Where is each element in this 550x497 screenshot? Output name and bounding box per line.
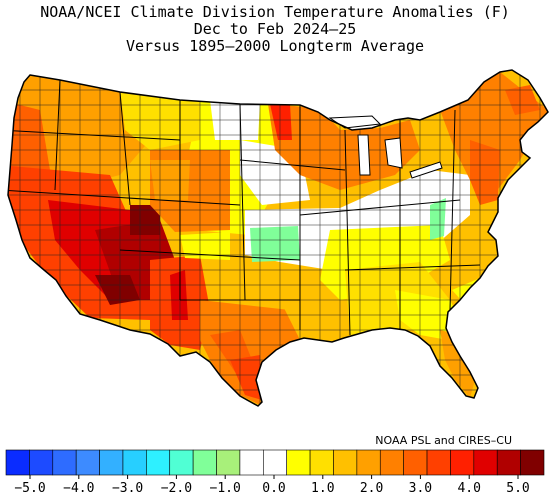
colorbar-swatch xyxy=(426,449,451,476)
arizona-hottest-region xyxy=(95,275,140,305)
colorbar-swatch xyxy=(216,449,241,476)
colorbar xyxy=(5,449,545,479)
colorbar-swatch xyxy=(169,449,194,476)
colorbar-tick-label: 5.0 xyxy=(506,481,530,496)
lake-michigan xyxy=(357,134,371,176)
colorbar-swatch xyxy=(263,449,287,476)
state-boundaries xyxy=(8,79,481,336)
colorbar-tick-label: −2.0 xyxy=(160,481,193,496)
colorbar-tick-label: −3.0 xyxy=(111,481,144,496)
colorbar-swatch xyxy=(333,449,358,476)
east-texas-region xyxy=(280,295,340,340)
colorbar-tick-label: 2.0 xyxy=(359,481,384,496)
kansas-cool-region xyxy=(250,226,300,262)
colorbar-swatch xyxy=(356,449,381,476)
colorbar-tick-label: −5.0 xyxy=(14,481,46,496)
colorbar-tick-label: −4.0 xyxy=(63,481,95,496)
colorbar-swatch xyxy=(450,449,475,476)
map-title-block: NOAA/NCEI Climate Division Temperature A… xyxy=(0,4,550,55)
four-corners-hottest-region xyxy=(130,205,160,235)
colorbar-swatch xyxy=(99,449,124,476)
colorbar-tick-label: 0.0 xyxy=(262,481,286,496)
colorbar-tick-label: 3.0 xyxy=(408,481,433,496)
new-mexico-hot-strip xyxy=(170,270,188,320)
south-texas-region xyxy=(230,355,262,400)
colorbar-swatch xyxy=(239,449,264,476)
great-lakes-warm-region xyxy=(268,104,420,190)
colorbar-swatch xyxy=(309,449,334,476)
colorbar-swatch xyxy=(146,449,171,476)
colorbar-tick-label: 1.0 xyxy=(311,481,335,496)
colorbar-swatch xyxy=(122,449,147,476)
colorbar-swatch xyxy=(403,449,428,476)
map-period: Dec to Feb 2024–25 xyxy=(193,20,357,38)
colorado-front-range-region xyxy=(180,232,230,260)
anomaly-fill-layer xyxy=(8,70,548,406)
colorbar-swatch xyxy=(5,449,30,476)
colorbar-swatch xyxy=(379,449,404,476)
florida-region xyxy=(440,330,475,398)
colorbar-swatch xyxy=(496,449,521,476)
map-title: NOAA/NCEI Climate Division Temperature A… xyxy=(40,3,510,21)
colorbar-swatch xyxy=(29,449,54,476)
colorbar-swatch xyxy=(286,449,311,476)
great-lakes xyxy=(328,115,443,179)
colorbar-swatch xyxy=(520,449,545,476)
colorbar-tick-label: 4.0 xyxy=(457,481,481,496)
colorbar-tick-label: −1.0 xyxy=(209,481,241,496)
lake-huron xyxy=(384,137,403,169)
appalachian-cool-region xyxy=(430,198,446,240)
colorbar-swatch xyxy=(473,449,498,476)
minnesota-hot-region xyxy=(270,104,292,140)
maine-warm-region xyxy=(505,85,540,115)
lake-erie xyxy=(409,161,443,179)
map-credit: NOAA PSL and CIRES–CU xyxy=(375,434,512,447)
new-england-warm-region xyxy=(470,140,500,205)
colorbar-swatch xyxy=(192,449,217,476)
map-baseline: Versus 1895–2000 Longterm Average xyxy=(125,37,424,55)
colorbar-swatch xyxy=(75,449,100,476)
colorbar-swatch xyxy=(52,449,77,476)
